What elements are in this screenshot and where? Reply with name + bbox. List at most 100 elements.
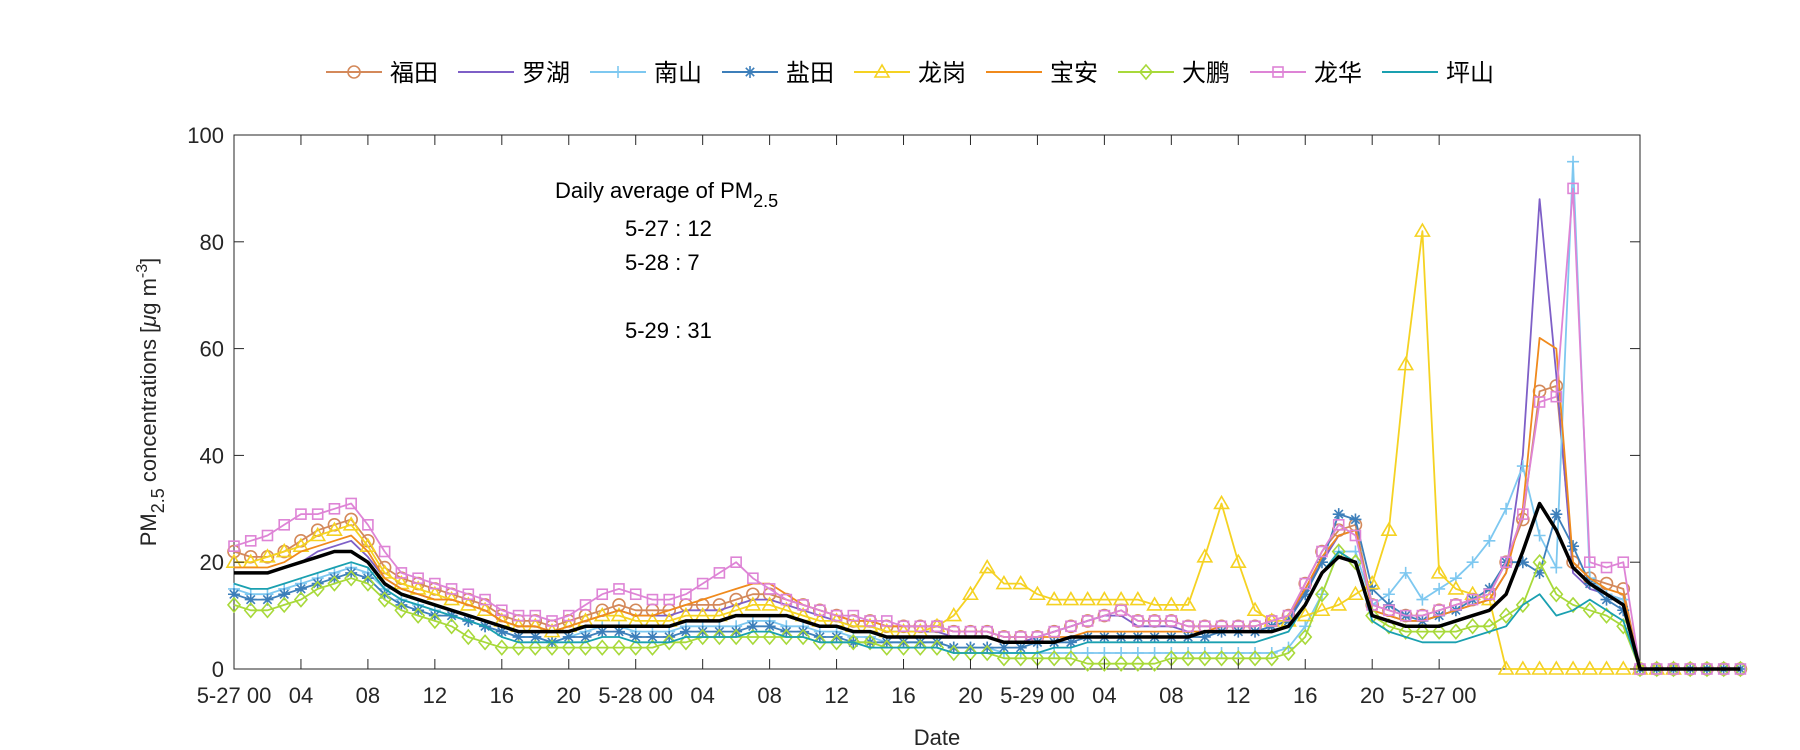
data-point bbox=[696, 625, 709, 638]
data-point bbox=[761, 596, 779, 611]
x-tick-label: 16 bbox=[891, 683, 915, 708]
data-point bbox=[663, 593, 675, 606]
data-point bbox=[1398, 623, 1413, 640]
data-point bbox=[544, 639, 560, 656]
data-point bbox=[746, 620, 759, 633]
data-point bbox=[428, 609, 441, 622]
data-point bbox=[244, 593, 257, 606]
data-point bbox=[1165, 646, 1178, 659]
data-point bbox=[796, 628, 811, 646]
y-tick-label: 60 bbox=[200, 337, 224, 362]
data-point bbox=[730, 625, 743, 638]
data-point bbox=[1080, 655, 1095, 672]
data-point bbox=[1047, 650, 1062, 667]
data-point bbox=[1316, 545, 1328, 558]
data-point bbox=[1466, 593, 1479, 606]
daily-average-annotation: Daily average of PM2.5 5-27 : 12 5-28 : … bbox=[555, 178, 778, 343]
data-point bbox=[1514, 660, 1532, 675]
annotation-line-5-28: 5-28 : 7 bbox=[625, 250, 700, 275]
data-point bbox=[1349, 513, 1362, 526]
data-point bbox=[745, 628, 760, 646]
data-point bbox=[1465, 618, 1480, 635]
data-point bbox=[361, 572, 374, 585]
data-point bbox=[762, 628, 777, 646]
data-point bbox=[378, 545, 391, 558]
data-point bbox=[1315, 556, 1328, 569]
data-point bbox=[1182, 620, 1194, 633]
x-tick-label: 16 bbox=[1293, 683, 1317, 708]
data-point bbox=[1213, 494, 1230, 510]
data-point bbox=[427, 612, 442, 630]
data-point bbox=[1129, 590, 1147, 606]
data-point bbox=[1181, 650, 1196, 667]
data-point bbox=[1013, 650, 1028, 667]
data-point bbox=[1363, 574, 1381, 590]
data-point bbox=[1048, 646, 1061, 659]
legend-label: 龙华 bbox=[1314, 59, 1362, 87]
data-point bbox=[295, 508, 307, 520]
data-point bbox=[461, 628, 476, 646]
data-point bbox=[445, 583, 458, 595]
y-label-close: ] bbox=[136, 258, 161, 264]
data-point bbox=[1165, 615, 1178, 627]
data-point bbox=[1415, 623, 1430, 640]
legend-item: 龙华 bbox=[1250, 59, 1362, 87]
data-point bbox=[1095, 590, 1113, 606]
x-axis-ticks: 5-27 00 04 08 12 16 20 5-28 00 04 08 12 16 20 5-29 0… bbox=[197, 135, 1476, 708]
data-point bbox=[546, 615, 558, 627]
data-point bbox=[978, 558, 996, 574]
data-point bbox=[579, 630, 592, 643]
data-point bbox=[1299, 588, 1312, 601]
legend-item: 盐田 bbox=[722, 59, 834, 87]
data-point bbox=[479, 593, 491, 606]
data-point bbox=[931, 620, 943, 633]
data-point bbox=[747, 572, 759, 585]
legend-marker bbox=[744, 66, 756, 78]
x-tick-label: 5-27 00 bbox=[197, 683, 272, 708]
data-point bbox=[980, 644, 995, 662]
data-point bbox=[1114, 655, 1129, 672]
data-point bbox=[1062, 590, 1080, 606]
data-point bbox=[275, 542, 293, 558]
data-point bbox=[378, 588, 391, 601]
legend-label: 大鹏 bbox=[1182, 59, 1230, 87]
data-point bbox=[610, 607, 628, 622]
data-point bbox=[1564, 660, 1582, 675]
y-tick-label: 20 bbox=[200, 550, 224, 575]
legend-label: 龙岗 bbox=[918, 59, 966, 87]
data-point bbox=[929, 639, 945, 656]
annotation-line-5-27: 5-27 : 12 bbox=[625, 216, 712, 241]
series-line bbox=[234, 501, 1741, 671]
series-layer bbox=[225, 155, 1748, 678]
annotation-title: Daily average of PM2.5 bbox=[555, 178, 778, 211]
data-point bbox=[1048, 625, 1060, 638]
data-point bbox=[1265, 646, 1278, 659]
legend-marker bbox=[873, 63, 891, 78]
data-point bbox=[495, 625, 508, 638]
data-point bbox=[1583, 556, 1596, 569]
data-point bbox=[512, 630, 525, 643]
data-point bbox=[1196, 548, 1214, 563]
data-point bbox=[293, 591, 309, 608]
data-point bbox=[662, 634, 677, 651]
data-point bbox=[1097, 655, 1112, 672]
data-point bbox=[1232, 646, 1245, 659]
data-point bbox=[478, 634, 493, 651]
data-point bbox=[897, 636, 910, 649]
data-point bbox=[1147, 655, 1162, 672]
data-point bbox=[528, 639, 543, 656]
data-point bbox=[612, 625, 625, 638]
data-point bbox=[326, 521, 343, 536]
data-point bbox=[328, 572, 341, 585]
data-point bbox=[1014, 641, 1027, 654]
data-point bbox=[1347, 585, 1364, 601]
x-tick-label: 08 bbox=[356, 683, 380, 708]
data-point bbox=[1533, 566, 1546, 579]
data-point bbox=[962, 585, 979, 601]
data-point bbox=[228, 540, 240, 552]
data-point bbox=[780, 625, 793, 638]
data-point bbox=[1281, 644, 1296, 662]
data-point bbox=[1600, 593, 1613, 606]
